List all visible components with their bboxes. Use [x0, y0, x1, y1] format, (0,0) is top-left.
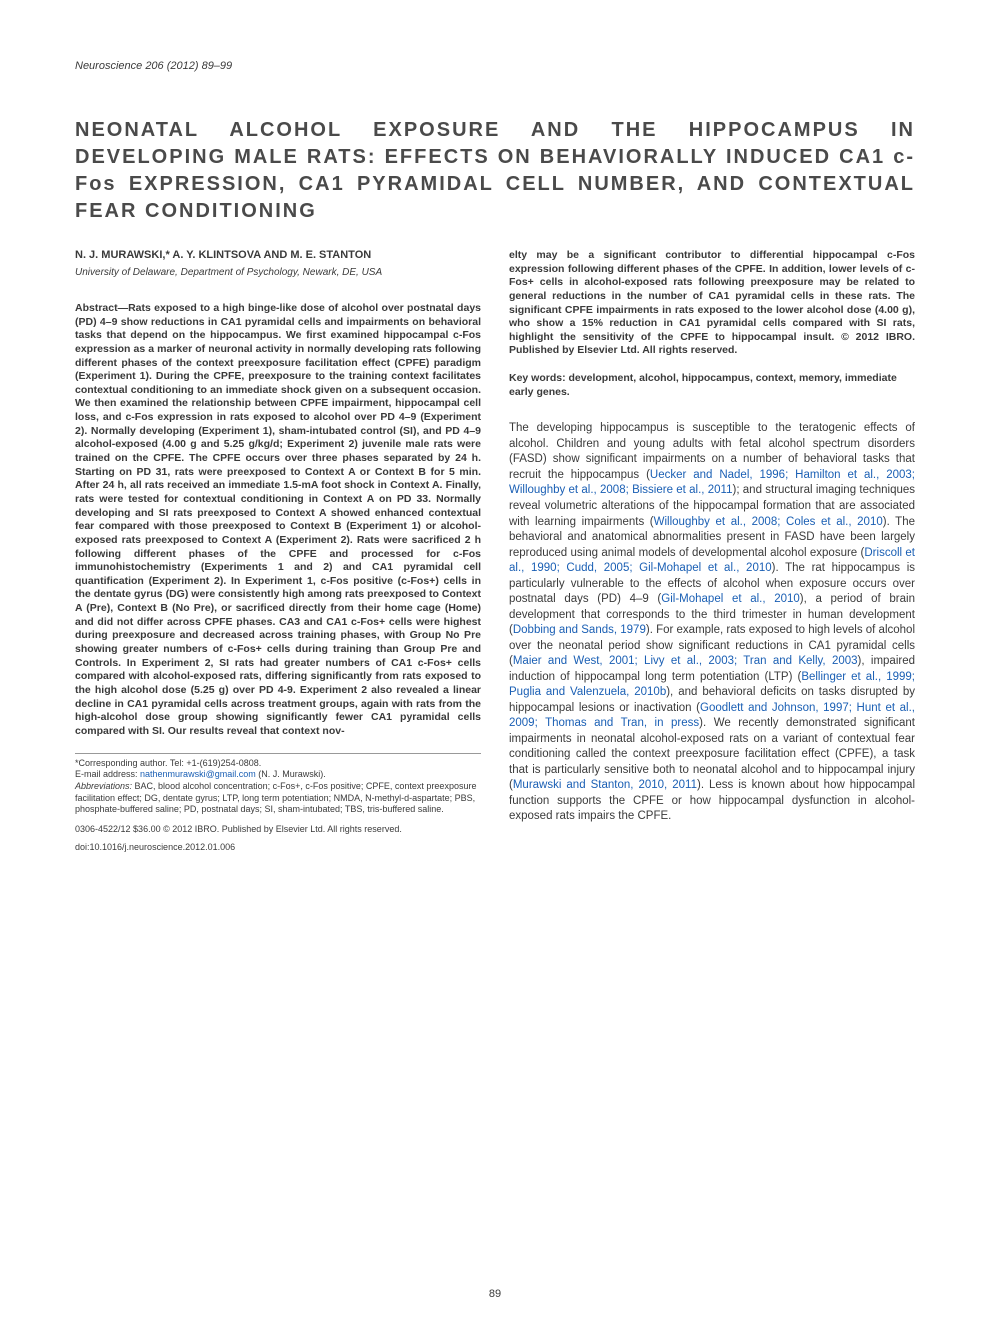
abbreviations: Abbreviations: BAC, blood alcohol concen… — [75, 781, 481, 816]
intro-paragraph: The developing hippocampus is susceptibl… — [509, 421, 915, 824]
authors: N. J. MURAWSKI,* A. Y. KLINTSOVA AND M. … — [75, 249, 481, 261]
email-line: E-mail address: nathenmurawski@gmail.com… — [75, 769, 481, 781]
abstract-left: Abstract—Rats exposed to a high binge-li… — [75, 302, 481, 739]
right-column: elty may be a significant contributor to… — [509, 249, 915, 852]
journal-reference: Neuroscience 206 (2012) 89–99 — [75, 60, 915, 72]
citation-link[interactable]: Gil-Mohapel et al., 2010 — [661, 593, 800, 605]
abbrev-text: BAC, blood alcohol concentration; c-Fos+… — [75, 781, 476, 814]
two-column-layout: N. J. MURAWSKI,* A. Y. KLINTSOVA AND M. … — [75, 249, 915, 852]
affiliation: University of Delaware, Department of Ps… — [75, 267, 481, 278]
citation-link[interactable]: Willoughby et al., 2008; Coles et al., 2… — [654, 516, 883, 528]
left-column: N. J. MURAWSKI,* A. Y. KLINTSOVA AND M. … — [75, 249, 481, 852]
copyright: 0306-4522/12 $36.00 © 2012 IBRO. Publish… — [75, 824, 481, 834]
citation-link[interactable]: Murawski and Stanton, 2010, 2011 — [513, 779, 697, 791]
email-label: E-mail address: — [75, 769, 140, 779]
doi: doi:10.1016/j.neuroscience.2012.01.006 — [75, 842, 481, 852]
page-number: 89 — [489, 1288, 501, 1300]
footnotes: *Corresponding author. Tel: +1-(619)254-… — [75, 753, 481, 816]
abstract-right: elty may be a significant contributor to… — [509, 249, 915, 358]
abbrev-label: Abbreviations: — [75, 781, 135, 791]
article-title: NEONATAL ALCOHOL EXPOSURE AND THE HIPPOC… — [75, 117, 915, 225]
email-name: (N. J. Murawski). — [256, 769, 326, 779]
email-link[interactable]: nathenmurawski@gmail.com — [140, 769, 256, 779]
citation-link[interactable]: Maier and West, 2001; Livy et al., 2003;… — [513, 655, 858, 667]
corresponding-author: *Corresponding author. Tel: +1-(619)254-… — [75, 758, 481, 770]
citation-link[interactable]: Dobbing and Sands, 1979 — [513, 624, 646, 636]
keywords: Key words: development, alcohol, hippoca… — [509, 372, 915, 399]
